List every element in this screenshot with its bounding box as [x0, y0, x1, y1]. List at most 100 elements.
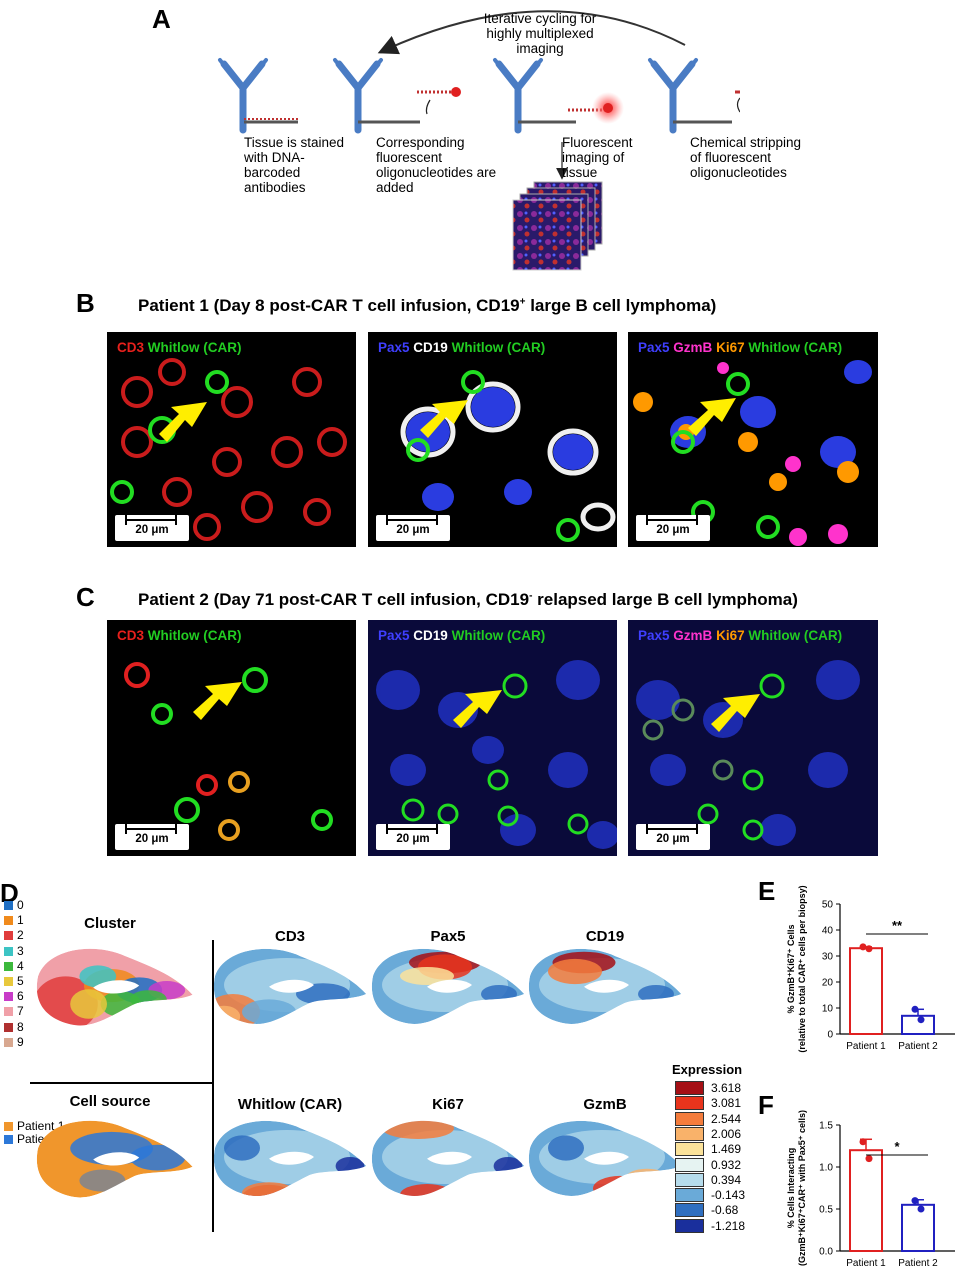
yellow-arrow-icon: [711, 694, 760, 732]
y-tick-label: 0.5: [819, 1205, 833, 1216]
bar: [901, 1203, 935, 1253]
cluster-legend-item: 2: [4, 928, 24, 942]
significance-label: **: [892, 918, 903, 933]
umap-cd19: [528, 948, 682, 1024]
y-axis-label: % Cells Interacting: [786, 1148, 796, 1229]
data-point: [865, 945, 873, 953]
cluster-legend-item: 7: [4, 1004, 24, 1018]
marker-label: Ki67: [432, 1096, 464, 1113]
y-tick-label: 50: [822, 900, 834, 911]
data-point: [859, 1138, 867, 1146]
expression-legend-item: 1.469: [675, 1142, 765, 1157]
source-legend-item: Patient 1: [4, 1119, 64, 1133]
marker-label: Pax5: [430, 928, 466, 945]
panel-label-b: B: [76, 288, 95, 318]
panel-label-c: C: [76, 582, 95, 612]
image-b1: CD3 Whitlow (CAR) 20 μm: [107, 332, 356, 547]
image-c3: Pax5 GzmB Ki67 Whitlow (CAR) 20 μm: [628, 620, 878, 856]
y-tick-label: 40: [822, 926, 834, 937]
panel-label-f: F: [758, 1090, 774, 1120]
cluster-legend-item: 5: [4, 974, 24, 988]
data-point: [917, 1016, 925, 1024]
channel-labels-b3: Pax5 GzmB Ki67 Whitlow (CAR): [638, 340, 843, 355]
scale-bar: 20 μm: [636, 515, 710, 541]
umap-pax5: [371, 948, 525, 1024]
y-axis-label: % GzmB⁺Ki67⁺ Cells: [786, 924, 796, 1013]
step1-text: Tissue is stained with DNA-barcoded anti…: [244, 135, 345, 195]
channel-labels-c3: Pax5 GzmB Ki67 Whitlow (CAR): [638, 628, 843, 643]
channel-labels-b1: CD3 Whitlow (CAR): [117, 340, 242, 355]
antibody-icon-1: [218, 58, 268, 134]
image-c2: Pax5 CD19 Whitlow (CAR) 20 μm: [368, 620, 617, 856]
bar: [849, 947, 883, 1036]
y-tick-label: 1.5: [819, 1121, 833, 1132]
y-tick-label: 1.0: [819, 1163, 833, 1174]
image-b2: Pax5 CD19 Whitlow (CAR) 20 μm: [368, 332, 617, 547]
bar-chart-f: 0.0 0.5 1.0 1.5 Patient 1 Patient 2 * % Cells I…: [786, 1110, 955, 1269]
scale-bar: 20 μm: [376, 824, 450, 850]
y-tick-label: 0: [827, 1030, 833, 1041]
channel-labels-c2: Pax5 CD19 Whitlow (CAR): [378, 628, 546, 643]
y-tick-label: 0.0: [819, 1247, 833, 1258]
y-axis-label-2: (relative to total CAR⁺ cells per biopsy…: [797, 885, 807, 1052]
y-tick-label: 10: [822, 1004, 834, 1015]
expression-title: Expression: [672, 1062, 743, 1077]
y-tick-label: 20: [822, 978, 834, 989]
scale-bar: 20 μm: [636, 824, 710, 850]
bar-chart-e: 0 10 20 30 40 50 Patient 1 Patient 2 ** % GzmB⁺Ki…: [786, 885, 955, 1053]
scale-bar: 20 μm: [376, 515, 450, 541]
step2-text: Corresponding fluorescent oligonucleotid…: [376, 135, 497, 195]
expression-legend-item: -0.68: [675, 1203, 765, 1218]
yellow-arrow-icon: [159, 402, 207, 442]
category-label: Patient 2: [898, 1258, 938, 1269]
expression-legend-item: 0.394: [675, 1172, 765, 1187]
category-label: Patient 2: [898, 1041, 938, 1052]
scale-bar: 20 μm: [115, 824, 189, 850]
y-tick-label: 30: [822, 952, 834, 963]
cluster-legend-item: 0: [4, 898, 24, 912]
panel-b-title: Patient 1 (Day 8 post-CAR T cell infusio…: [138, 296, 717, 315]
source-title: Cell source: [69, 1093, 151, 1110]
data-point: [859, 943, 867, 951]
marker-label: CD19: [585, 928, 625, 945]
image-c1: CD3 Whitlow (CAR) 20 μm: [107, 620, 356, 856]
yellow-arrow-icon: [453, 690, 502, 728]
yellow-arrow-icon: [193, 682, 242, 720]
channel-labels-b2: Pax5 CD19 Whitlow (CAR): [378, 340, 546, 355]
category-label: Patient 1: [846, 1258, 886, 1269]
expression-legend-item: 3.618: [675, 1081, 765, 1095]
image-b3: Pax5 GzmB Ki67 Whitlow (CAR) 20 μm: [628, 332, 878, 547]
cluster-legend-item: 3: [4, 944, 24, 958]
yellow-arrow-icon: [420, 400, 468, 438]
cluster-title: Cluster: [84, 915, 136, 932]
marker-label: Whitlow (CAR): [237, 1096, 343, 1113]
yellow-arrow-icon: [688, 398, 736, 436]
y-axis-label-2: (GzmB⁺Ki67⁺CAR⁺ with Pax5⁺ cells): [797, 1110, 807, 1266]
data-point: [911, 1005, 919, 1013]
antibody-cycle-diagram: [218, 10, 740, 271]
cluster-legend-item: 9: [4, 1035, 24, 1049]
category-label: Patient 1: [846, 1041, 886, 1052]
cluster-legend-item: 8: [4, 1020, 24, 1034]
cycle-text: Iterative cycling for highly multiplexed…: [483, 11, 597, 56]
significance-label: *: [894, 1139, 900, 1154]
panel-label-a: A: [152, 4, 171, 34]
step4-text: Chemical stripping of fluorescent oligon…: [690, 135, 802, 180]
expression-legend-item: 0.932: [675, 1157, 765, 1172]
scale-bar: 20 μm: [115, 515, 189, 541]
umap-source: [36, 1120, 193, 1198]
marker-label: GzmB: [583, 1096, 627, 1113]
panel-c-title: Patient 2 (Day 71 post-CAR T cell infusi…: [138, 590, 798, 609]
cluster-legend-item: 6: [4, 989, 24, 1003]
bar: [849, 1149, 883, 1252]
cluster-legend-item: 1: [4, 913, 24, 927]
umap-whitlow: [213, 1120, 367, 1196]
expression-legend-item: 2.006: [675, 1126, 765, 1141]
data-point: [917, 1205, 925, 1213]
marker-label: CD3: [274, 928, 305, 945]
expression-legend-item: 3.081: [675, 1096, 765, 1111]
data-point: [865, 1155, 873, 1163]
expression-legend-item: -1.218: [675, 1218, 765, 1233]
